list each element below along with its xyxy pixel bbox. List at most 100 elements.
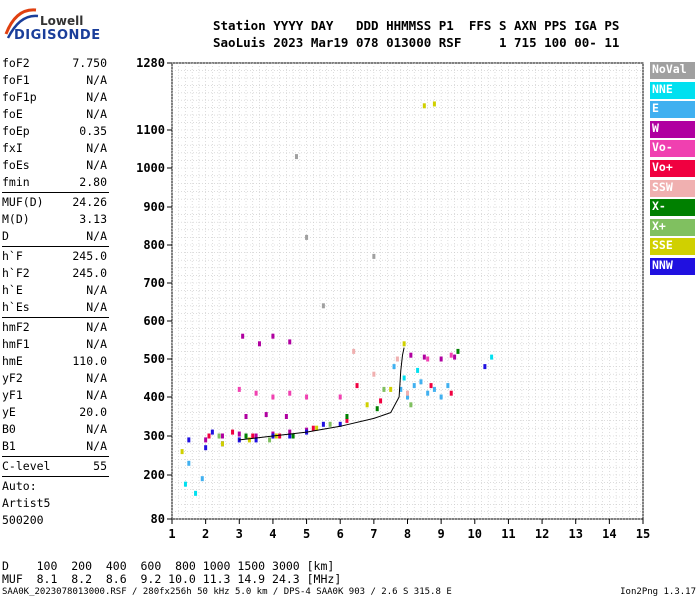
- y-tick-label: 200: [143, 468, 165, 482]
- echo-point: [416, 367, 420, 373]
- param-row: M(D) 3.13: [2, 211, 107, 228]
- y-tick-label: 1100: [136, 123, 165, 137]
- x-tick-label: 7: [370, 527, 377, 541]
- param-value: 20.0: [79, 405, 107, 419]
- echo-point: [439, 394, 443, 400]
- legend-item: SSW: [650, 179, 695, 197]
- param-row: B1 N/A: [2, 438, 107, 455]
- echo-point: [321, 303, 325, 309]
- param-value: 2.80: [79, 175, 107, 189]
- echo-point: [254, 433, 258, 439]
- param-value: 110.0: [72, 354, 107, 368]
- echo-point: [294, 154, 298, 160]
- x-tick-label: 1: [168, 527, 175, 541]
- footer-file-info: SAA0K_2023078013000.RSF / 280fx256h 50 k…: [2, 587, 452, 597]
- echo-point: [429, 383, 433, 389]
- echo-point: [453, 354, 457, 360]
- echo-point: [328, 421, 332, 427]
- param-name: fxI: [2, 141, 23, 155]
- param-row: foE N/A: [2, 106, 107, 123]
- param-value: N/A: [86, 439, 107, 453]
- echo-point: [220, 433, 224, 439]
- param-name: foF1p: [2, 90, 37, 104]
- x-tick-label: 10: [468, 527, 482, 541]
- param-name: C-level: [2, 459, 51, 473]
- param-row: fmin 2.80: [2, 174, 107, 191]
- legend-item: Vo-: [650, 140, 695, 158]
- echo-point: [402, 375, 406, 381]
- param-value: N/A: [86, 158, 107, 172]
- echo-point: [271, 394, 275, 400]
- echo-point: [449, 352, 453, 358]
- scaled-parameters-panel: foF2 7.750 foF1 N/A foF1p N/A foE N/A foEp 0.35 fx…: [2, 55, 109, 529]
- legend-item: SSE: [650, 238, 695, 256]
- logo-swirl-icon: [4, 8, 39, 39]
- y-tick-label: 1000: [136, 161, 165, 175]
- echo-point: [204, 437, 208, 443]
- echo-point: [210, 429, 214, 435]
- echo-point: [382, 386, 386, 392]
- legend-item: NoVal: [650, 62, 695, 79]
- echo-point: [419, 379, 423, 385]
- echo-point: [379, 398, 383, 404]
- param-value: N/A: [86, 337, 107, 351]
- param-name: foF2: [2, 56, 30, 70]
- echo-point: [217, 433, 221, 439]
- footer-version: Ion2Png 1.3.17: [620, 587, 696, 597]
- param-name: foE: [2, 107, 23, 121]
- legend-item: E: [650, 101, 695, 119]
- echo-point: [375, 406, 379, 412]
- param-name: hmF1: [2, 337, 30, 351]
- echo-point: [271, 333, 275, 339]
- legend-item: Vo+: [650, 159, 695, 177]
- param-row: foEp 0.35: [2, 123, 107, 140]
- echo-point: [288, 390, 292, 396]
- logo-line1: Lowell: [40, 14, 84, 28]
- autoscaled-trace: [239, 347, 405, 441]
- param-note: Artist5: [2, 496, 51, 510]
- param-value: N/A: [86, 388, 107, 402]
- echo-point: [305, 394, 309, 400]
- echo-point: [231, 429, 235, 435]
- echo-point: [412, 383, 416, 389]
- echo-point: [409, 402, 413, 408]
- echo-point: [244, 433, 248, 439]
- param-row: fxI N/A: [2, 140, 107, 157]
- param-row: foEs N/A: [2, 157, 107, 174]
- lowell-digisonde-logo: Lowell DIGISONDE: [2, 4, 102, 44]
- param-value: N/A: [86, 141, 107, 155]
- param-value: N/A: [86, 107, 107, 121]
- echo-point: [278, 433, 282, 439]
- echo-point: [338, 421, 342, 427]
- echo-point: [264, 412, 268, 418]
- echo-point: [183, 481, 187, 487]
- echo-point: [321, 421, 325, 427]
- param-separator: [2, 456, 109, 457]
- x-tick-label: 14: [602, 527, 616, 541]
- param-name: D: [2, 229, 9, 243]
- echo-point: [305, 234, 309, 240]
- x-tick-label: 13: [568, 527, 582, 541]
- param-row: hmF2 N/A: [2, 319, 107, 336]
- echo-point: [456, 348, 460, 354]
- echo-point: [187, 460, 191, 466]
- echo-point: [315, 425, 319, 431]
- param-row: foF1p N/A: [2, 89, 107, 106]
- param-name: foEs: [2, 158, 30, 172]
- param-name: MUF(D): [2, 195, 44, 209]
- param-name: h`F: [2, 249, 23, 263]
- param-note: 500200: [2, 513, 44, 527]
- param-name: h`F2: [2, 266, 30, 280]
- echo-point: [254, 390, 258, 396]
- param-value: 0.35: [79, 124, 107, 138]
- param-value: N/A: [86, 73, 107, 87]
- echo-point: [483, 364, 487, 370]
- param-row: hmF1 N/A: [2, 336, 107, 353]
- echo-point: [399, 386, 403, 392]
- distance-row: D 100 200 400 600 800 1000 1500 3000 [km…: [2, 559, 335, 573]
- echo-point: [352, 348, 356, 354]
- legend-item: NNE: [650, 81, 695, 99]
- param-row: foF2 7.750: [2, 55, 107, 72]
- y-tick-label: 80: [151, 512, 165, 526]
- echo-point: [187, 437, 191, 443]
